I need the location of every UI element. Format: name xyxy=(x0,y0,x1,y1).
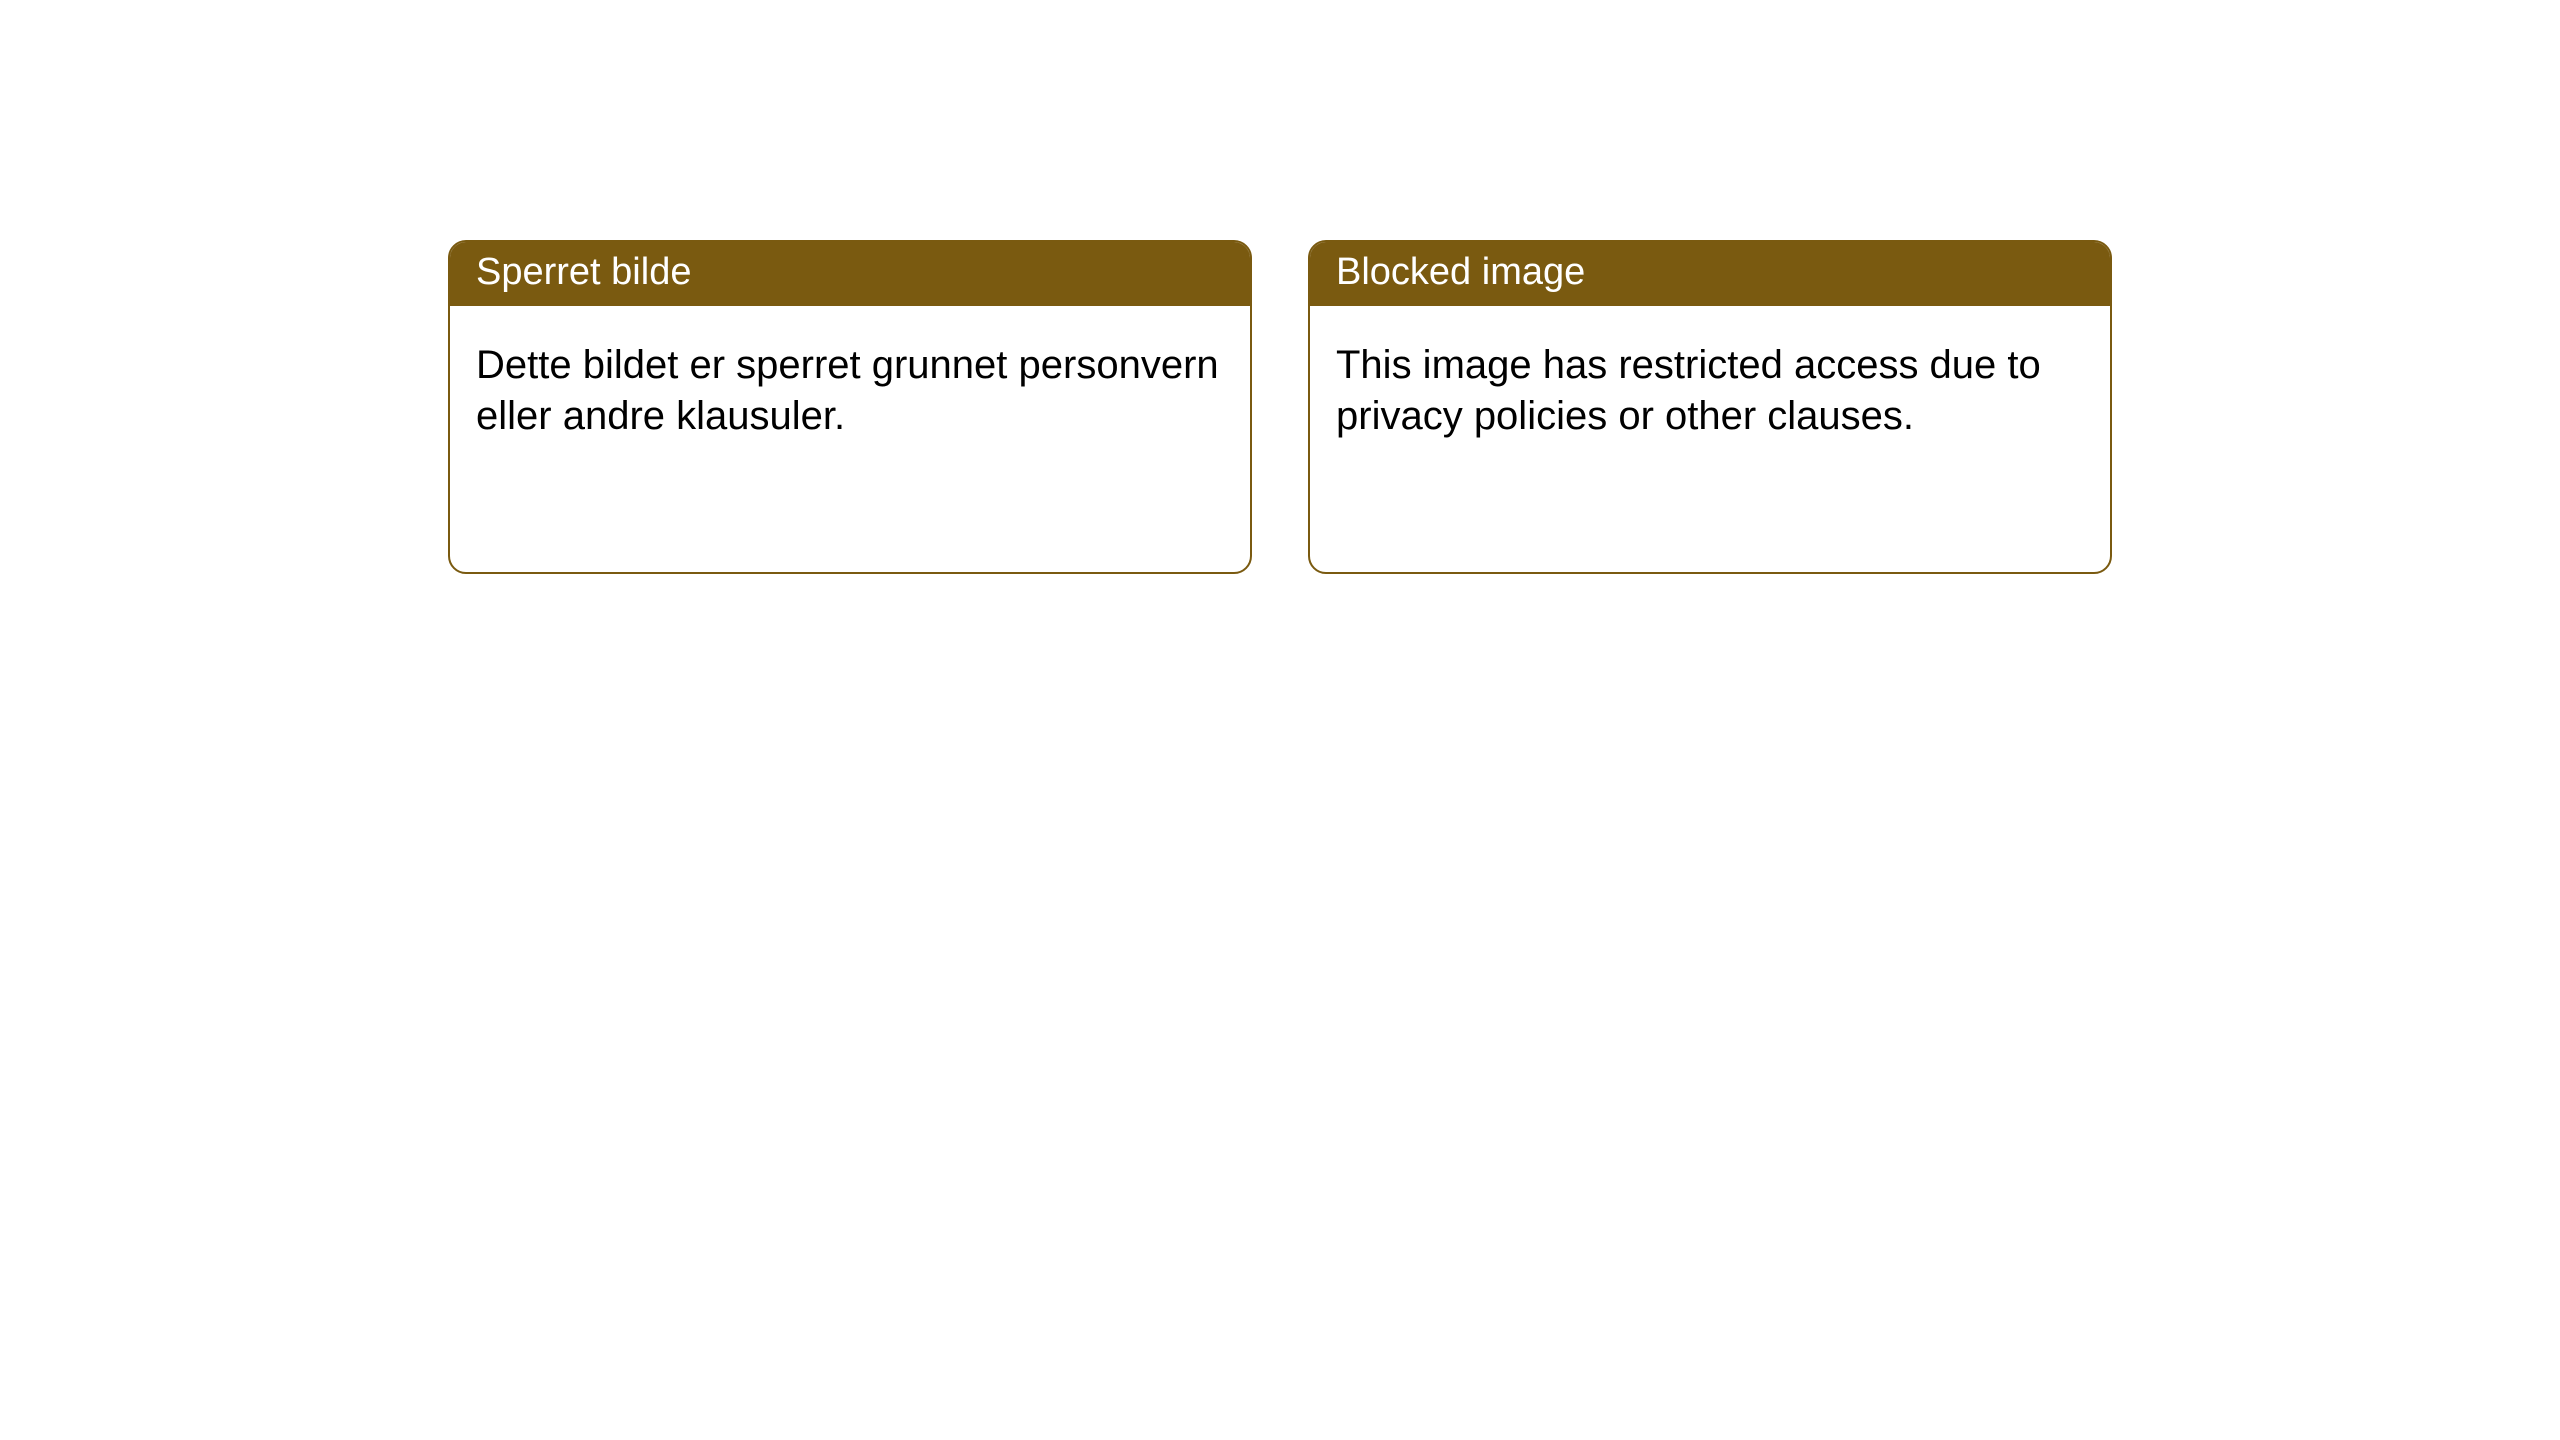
notice-body-no: Dette bildet er sperret grunnet personve… xyxy=(450,306,1250,468)
notice-header-no: Sperret bilde xyxy=(450,242,1250,306)
notice-container: Sperret bilde Dette bildet er sperret gr… xyxy=(0,0,2560,574)
notice-card-no: Sperret bilde Dette bildet er sperret gr… xyxy=(448,240,1252,574)
notice-body-en: This image has restricted access due to … xyxy=(1310,306,2110,468)
notice-card-en: Blocked image This image has restricted … xyxy=(1308,240,2112,574)
notice-header-en: Blocked image xyxy=(1310,242,2110,306)
